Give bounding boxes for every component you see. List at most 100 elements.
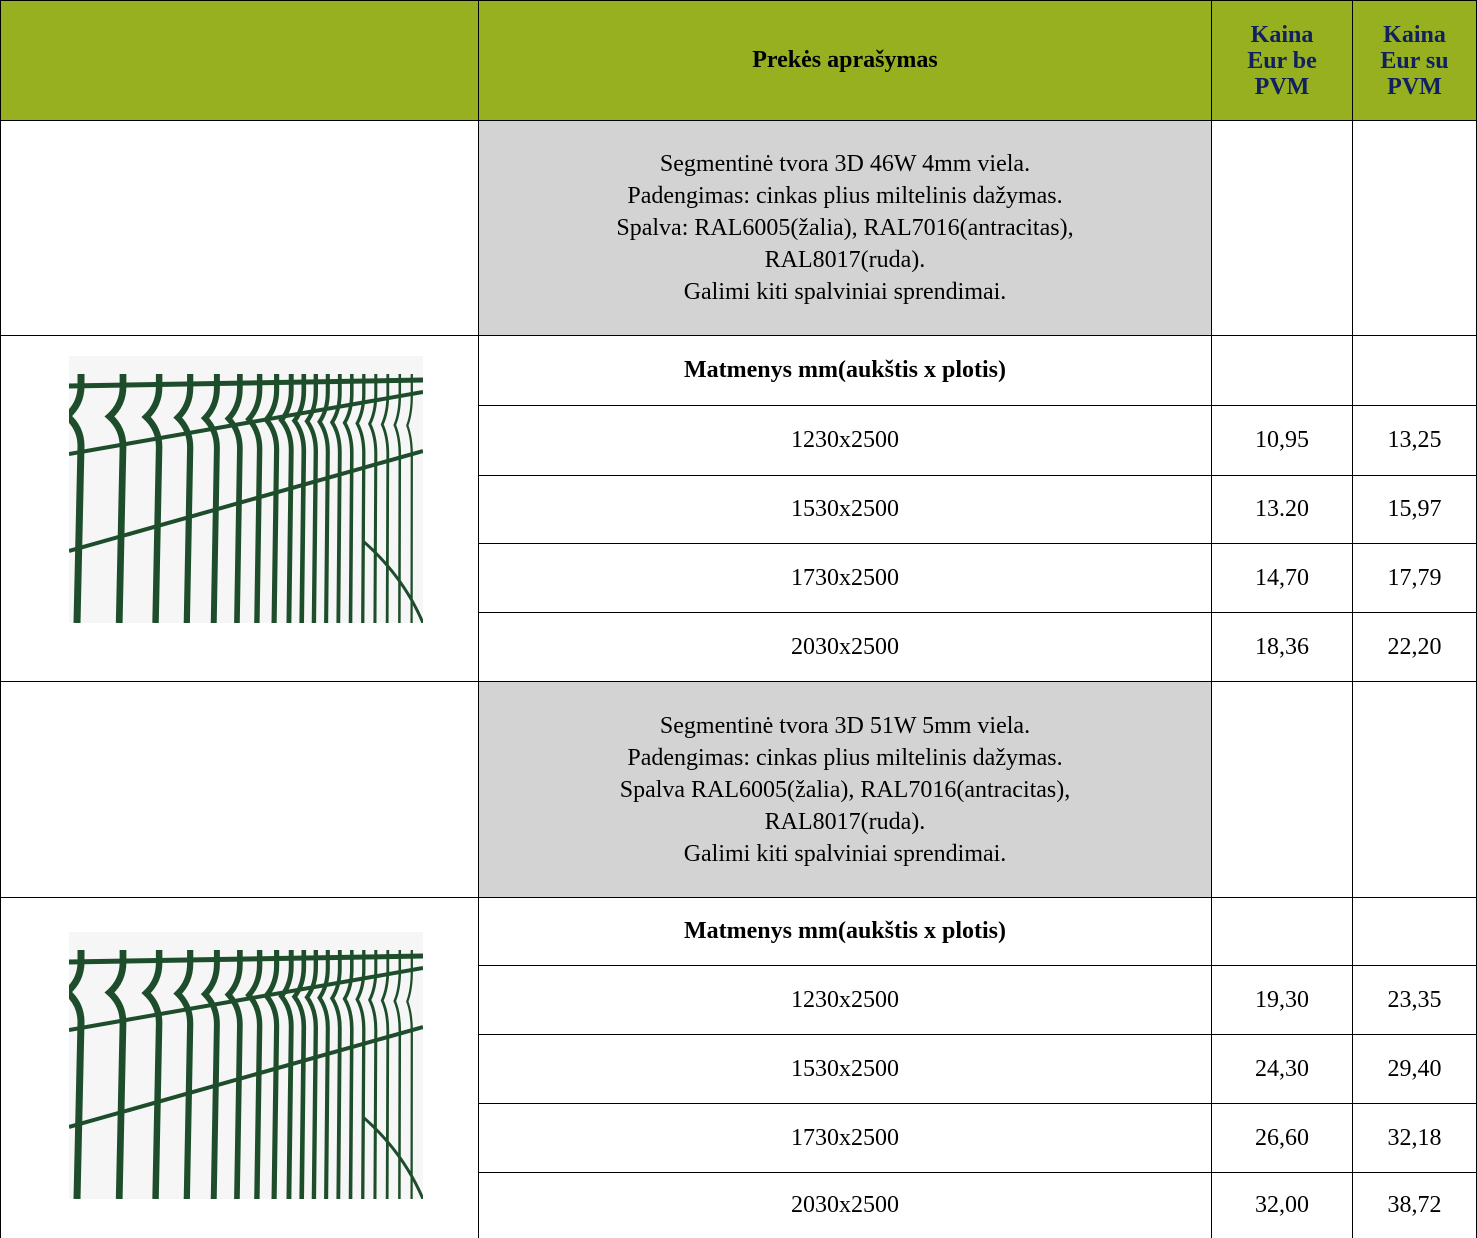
description-line: Padengimas: cinkas plius miltelinis dažy…: [627, 744, 1063, 771]
dimensions-row: Matmenys mm(aukštis x plotis): [0, 897, 1477, 1238]
fence-wire: [173, 374, 194, 623]
fence-wire: [342, 374, 354, 623]
description-line: RAL8017(ruda).: [764, 247, 926, 273]
fence-wire: [278, 950, 294, 1199]
image-cell: [0, 897, 479, 1238]
fence-wire: [406, 950, 413, 1199]
price-cell: 14,70: [1211, 543, 1353, 613]
description-cell: Segmentinė tvora 3D 51W 5mm viela. Padeng…: [478, 681, 1212, 898]
size-cell: 1530x2500: [478, 1034, 1212, 1104]
fence-rail: [69, 390, 423, 456]
fence-wire: [393, 374, 402, 623]
price-cell: 26,60: [1211, 1103, 1353, 1173]
size-row: 1530x2500 13.20 15,97: [1, 475, 1477, 544]
fence-rail: [69, 1025, 423, 1129]
description-line: Segmentinė tvora 3D 51W 5mm viela.: [659, 712, 1031, 739]
fence-wire: [304, 950, 318, 1199]
size-cell: 1230x2500: [478, 405, 1212, 476]
fence-wire: [406, 374, 413, 623]
size-cell: 1730x2500: [478, 1103, 1212, 1173]
fence-wire: [304, 374, 318, 623]
description-line: Spalva RAL6005(žalia), RAL7016(antracita…: [619, 776, 1071, 803]
price-cell: 19,30: [1211, 965, 1353, 1035]
empty-cell: [1211, 681, 1353, 898]
description-row: Segmentinė tvora 3D 51W 5mm viela. Padeng…: [0, 681, 1477, 898]
description-line: Galimi kiti spalviniai sprendimai.: [683, 840, 1007, 867]
fence-wire: [291, 374, 307, 623]
description-line: Spalva: RAL6005(žalia), RAL7016(antracit…: [616, 215, 1074, 241]
price-cell: 23,35: [1352, 965, 1477, 1035]
description-line: Padengimas: cinkas plius miltelinis dažy…: [627, 183, 1063, 209]
empty-cell: [0, 120, 479, 336]
size-cell: 2030x2500: [478, 1172, 1212, 1238]
fence-wire: [104, 374, 127, 623]
price-cell: 17,79: [1352, 543, 1477, 613]
price-cell: 13,25: [1352, 405, 1477, 476]
header-cell: [0, 0, 479, 121]
size-cell: 2030x2500: [478, 612, 1212, 682]
empty-cell: [0, 681, 479, 898]
empty-cell: [1352, 681, 1477, 898]
header-row: Prekės aprašymas Kaina Eur be PVM Kaina …: [0, 0, 1477, 121]
fence-wire: [245, 374, 263, 623]
fence-wire: [393, 950, 402, 1199]
fence-wire: [69, 374, 85, 623]
dimensions-row: Matmenys mm(aukštis x plotis): [0, 335, 1477, 682]
fence-wire: [317, 374, 330, 623]
price-cell: 32,00: [1211, 1172, 1353, 1238]
fence-wire: [173, 950, 194, 1199]
size-row: 1530x2500 24,30 29,40: [1, 1034, 1477, 1104]
size-row: 1730x2500 26,60 32,18: [1, 1103, 1477, 1173]
dimensions-label: Matmenys mm(aukštis x plotis): [478, 897, 1212, 966]
price-cell: 29,40: [1352, 1034, 1477, 1104]
fence-rail: [69, 377, 423, 389]
fence-wire: [342, 950, 354, 1199]
size-row: 1230x2500 10,95 13,25: [1, 405, 1477, 476]
fence-wire: [224, 374, 243, 623]
empty-cell: [1211, 335, 1353, 406]
description-line: Segmentinė tvora 3D 46W 4mm viela.: [659, 151, 1031, 177]
image-cell: [0, 335, 479, 682]
fence-wire: [380, 374, 390, 623]
fence-wire: [291, 950, 307, 1199]
empty-cell: [1352, 897, 1477, 966]
fence-rail: [362, 539, 423, 623]
size-row: 1730x2500 14,70 17,79: [1, 543, 1477, 613]
fence-wire: [69, 950, 85, 1199]
fence-wire: [224, 950, 243, 1199]
size-cell: 1730x2500: [478, 543, 1212, 613]
price-cell: 13.20: [1211, 475, 1353, 544]
header-cell: Kaina Eur be PVM: [1211, 0, 1353, 121]
fence-image: [69, 932, 423, 1199]
fence-rail: [69, 966, 423, 1032]
empty-cell: [1211, 120, 1353, 336]
fence-rail: [69, 953, 423, 965]
fence-wire: [245, 950, 263, 1199]
fence-wire: [278, 374, 294, 623]
fence-rail: [362, 1115, 423, 1199]
price-cell: 15,97: [1352, 475, 1477, 544]
price-cell: 10,95: [1211, 405, 1353, 476]
description-line: Galimi kiti spalviniai sprendimai.: [683, 279, 1007, 305]
price-cell: 22,20: [1352, 612, 1477, 682]
size-row: 2030x2500 18,36 22,20: [1, 612, 1477, 682]
price-cell: 38,72: [1352, 1172, 1477, 1238]
description-row: Segmentinė tvora 3D 46W 4mm viela. Padeng…: [0, 120, 1477, 336]
fence-rail: [69, 449, 423, 553]
size-row: 1230x2500 19,30 23,35: [1, 965, 1477, 1035]
fence-wire: [317, 950, 330, 1199]
price-cell: 24,30: [1211, 1034, 1353, 1104]
empty-cell: [1352, 335, 1477, 406]
price-cell: 18,36: [1211, 612, 1353, 682]
description-cell: Segmentinė tvora 3D 46W 4mm viela. Padeng…: [478, 120, 1212, 336]
fence-image: [69, 356, 423, 623]
description-line: RAL8017(ruda).: [764, 808, 926, 835]
fence-wire: [329, 374, 342, 623]
size-cell: 1230x2500: [478, 965, 1212, 1035]
dimensions-label: Matmenys mm(aukštis x plotis): [478, 335, 1212, 406]
size-cell: 1530x2500: [478, 475, 1212, 544]
fence-wire: [200, 374, 220, 623]
